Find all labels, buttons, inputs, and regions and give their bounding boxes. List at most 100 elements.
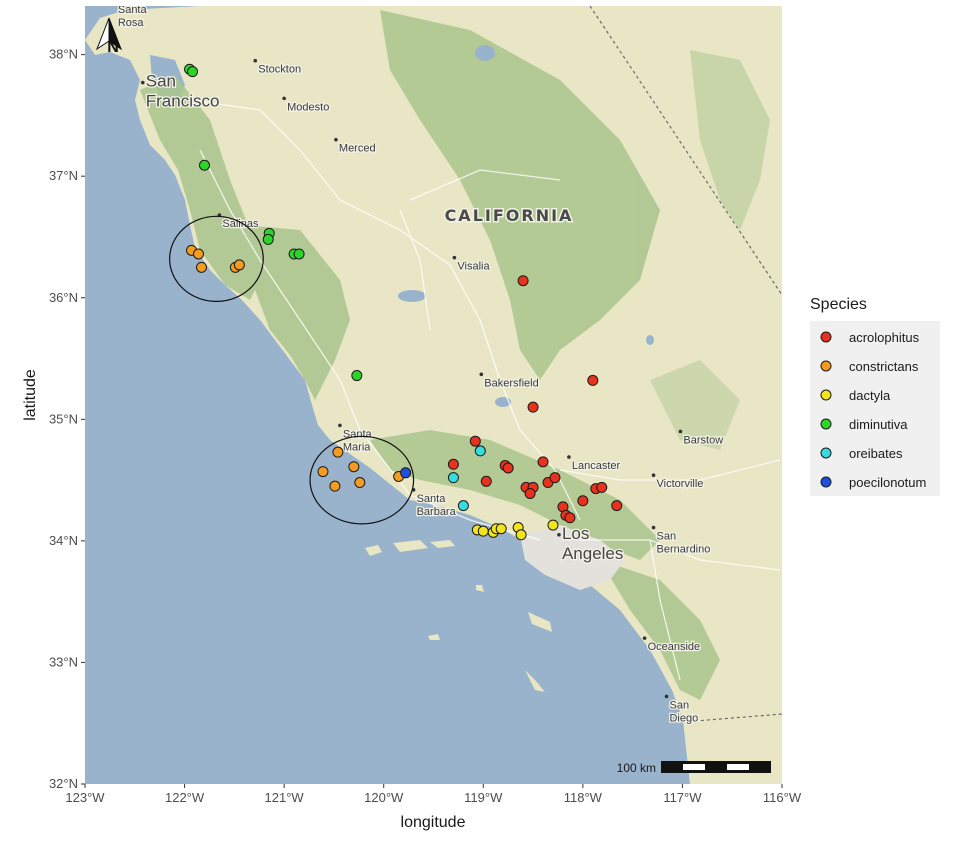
x-tick-label: 119°W (464, 790, 503, 805)
x-tick-label: 123°W (65, 790, 105, 805)
islands (365, 540, 552, 692)
city-marker (664, 694, 669, 699)
highlight-circles (169, 215, 415, 525)
point-oreibates (474, 445, 486, 457)
city-marker (651, 525, 656, 530)
terrain-green (140, 10, 770, 700)
point-constrictans (329, 480, 341, 492)
state-label: CALIFORNIA (445, 206, 574, 225)
scale-bar-label: 100 km (617, 761, 656, 775)
basemap (85, 6, 782, 784)
x-tick-label: 118°W (564, 790, 603, 805)
city-marker (338, 423, 342, 428)
city-label: Modesto (287, 101, 329, 113)
point-constrictans (233, 259, 245, 271)
point-acrolophitus (527, 401, 539, 413)
legend-label: poecilonotum (849, 475, 926, 490)
city-marker (253, 58, 258, 63)
city-marker (678, 429, 683, 434)
legend-key-oreibates (820, 447, 832, 459)
point-acrolophitus (549, 472, 561, 484)
point-constrictans (193, 248, 205, 260)
y-tick-label: 35°N (49, 411, 78, 426)
point-acrolophitus (587, 374, 599, 386)
lakes (398, 45, 654, 407)
x-axis: 123°W 122°W 121°W 120°W 119°W 118°W 117°W 116°W (65, 784, 802, 805)
point-constrictans (195, 261, 207, 273)
y-tick-label: 34°N (49, 533, 78, 548)
point-constrictans (354, 477, 366, 489)
y-tick-label: 33°N (49, 654, 78, 669)
point-constrictans (332, 446, 344, 458)
legend-key-constrictans (820, 360, 832, 372)
point-dactyla (515, 529, 527, 541)
urban-area (520, 525, 625, 590)
point-acrolophitus (502, 462, 514, 474)
point-diminutiva (351, 370, 363, 382)
point-acrolophitus (524, 487, 536, 499)
north-arrow-label: N (107, 39, 119, 56)
highways (189, 99, 781, 681)
highlight-ellipse (169, 215, 264, 302)
point-constrictans (348, 461, 360, 473)
point-poecilonotum (400, 467, 412, 479)
legend-label: acrolophitus (849, 330, 920, 345)
city-label: Santa Barbara (417, 493, 457, 518)
state-border (589, 6, 782, 296)
x-tick-label: 117°W (663, 790, 702, 805)
city-label: Bakersfield (484, 377, 538, 389)
city-label: San Diego (669, 699, 698, 724)
legend-label: dactyla (849, 388, 891, 403)
x-tick-label: 116°W (763, 790, 802, 805)
city-marker (567, 455, 571, 459)
border-mexico (682, 713, 782, 723)
legend-key-dactyla (820, 389, 832, 401)
point-diminutiva (198, 159, 210, 171)
x-axis-title: longitude (401, 814, 466, 831)
point-oreibates (447, 472, 459, 484)
legend-label: oreibates (849, 446, 903, 461)
point-dactyla (495, 523, 507, 535)
y-tick-label: 36°N (49, 290, 78, 305)
city-label: Victorville (657, 478, 704, 490)
city-label: Stockton (258, 64, 301, 76)
city-label: Oceanside (648, 641, 701, 653)
city-marker (282, 96, 286, 101)
y-axis-title: latitude (22, 369, 39, 421)
point-dactyla (547, 519, 559, 531)
legend-label: diminutiva (849, 417, 908, 432)
point-acrolophitus (469, 435, 481, 447)
point-diminutiva (187, 66, 199, 78)
city-marker (642, 636, 647, 640)
point-acrolophitus (577, 495, 589, 507)
legend-key-poecilonotum (820, 476, 832, 488)
x-tick-label: 121°W (265, 790, 305, 805)
point-diminutiva (293, 248, 305, 260)
north-arrow: N (95, 17, 123, 56)
highlight-ellipse (309, 435, 415, 525)
point-dactyla (477, 525, 489, 537)
species-points (184, 63, 623, 541)
legend-key-acrolophitus (820, 331, 832, 343)
city-marker (651, 473, 656, 478)
city-label: Barstow (683, 434, 723, 446)
city-label: Lancaster (572, 460, 621, 472)
point-acrolophitus (517, 275, 529, 287)
y-tick-label: 37°N (49, 168, 78, 183)
city-label: Santa Rosa (118, 4, 148, 29)
point-acrolophitus (596, 481, 608, 493)
point-acrolophitus (564, 512, 576, 524)
point-acrolophitus (537, 456, 549, 468)
x-tick-label: 120°W (364, 790, 404, 805)
scale-bar: 100 km (617, 761, 771, 775)
city-marker (140, 80, 145, 85)
city-marker (479, 372, 484, 377)
city-label: Merced (339, 143, 376, 155)
city-label: San Bernardino (657, 531, 711, 556)
city-marker (452, 255, 457, 260)
point-acrolophitus (611, 500, 623, 512)
y-tick-label: 38°N (49, 47, 78, 62)
city-marker (334, 137, 338, 142)
city-label: Visalia (457, 261, 490, 273)
